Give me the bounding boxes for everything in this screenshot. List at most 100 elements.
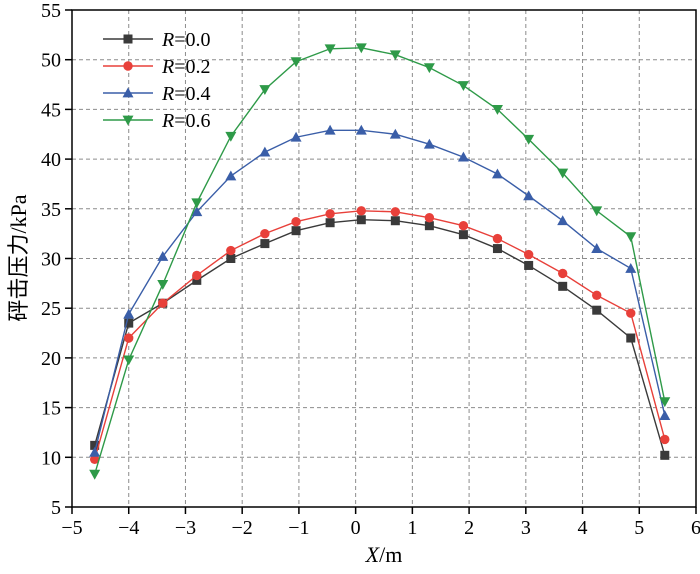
- legend-label: R=0.0: [161, 29, 211, 51]
- data-point: [191, 206, 203, 217]
- data-point: [591, 206, 603, 217]
- legend-marker: [123, 61, 133, 71]
- legend-marker: [122, 87, 134, 98]
- x-tick-label: −2: [232, 517, 253, 539]
- data-point: [89, 469, 101, 480]
- data-point: [291, 217, 301, 227]
- data-point: [659, 410, 671, 420]
- y-tick-label: 35: [41, 199, 61, 221]
- data-point: [492, 244, 502, 254]
- data-point: [355, 43, 367, 54]
- x-tick-label: −5: [61, 517, 82, 539]
- y-tick-label: 45: [41, 99, 61, 121]
- series-2: [89, 124, 671, 457]
- data-point: [157, 251, 169, 261]
- data-point: [458, 220, 469, 231]
- data-point: [423, 138, 435, 149]
- x-tick-label: 0: [351, 517, 361, 539]
- data-point: [625, 232, 637, 243]
- data-point: [626, 308, 636, 318]
- series-1: [89, 206, 670, 464]
- series-line: [94, 210, 666, 460]
- y-tick-label: 5: [51, 497, 61, 519]
- legend-label: R=0.4: [161, 83, 211, 105]
- legend-label: R=0.6: [161, 110, 211, 132]
- data-point: [225, 170, 237, 181]
- y-tick-label: 55: [41, 0, 61, 22]
- data-point: [325, 209, 335, 219]
- data-point: [423, 63, 435, 74]
- data-point: [259, 146, 271, 157]
- data-point: [592, 290, 602, 300]
- x-axis: −5 −4 −3 −2 −1 0 1 2 3 4 5 6: [61, 507, 700, 539]
- legend-marker: [123, 34, 133, 44]
- data-point: [192, 275, 202, 285]
- y-tick-label: 30: [41, 249, 61, 271]
- legend-entry-3: R=0.6: [103, 110, 211, 132]
- x-tick-label: 1: [407, 517, 417, 539]
- x-tick-label: −4: [118, 517, 139, 539]
- data-point: [424, 221, 434, 231]
- x-tick-label: 4: [578, 517, 588, 539]
- data-point: [90, 440, 100, 450]
- x-tick-label: −3: [175, 517, 196, 539]
- data-point: [491, 105, 503, 115]
- y-axis-title: 砰击压力/kPa: [6, 194, 31, 321]
- data-point: [259, 85, 271, 96]
- data-point: [389, 128, 401, 139]
- data-point: [191, 198, 203, 209]
- y-tick-label: 25: [41, 298, 61, 320]
- data-point: [157, 279, 169, 290]
- series-3: [89, 43, 671, 480]
- data-point: [290, 131, 302, 142]
- data-point: [626, 333, 636, 343]
- y-tick-label: 10: [41, 447, 61, 469]
- data-point: [123, 355, 135, 366]
- data-point: [89, 454, 100, 464]
- series-line: [94, 47, 666, 475]
- y-tick-label: 50: [41, 50, 61, 72]
- data-point: [226, 245, 236, 256]
- data-point: [324, 44, 336, 55]
- x-axis-var: X: [365, 542, 381, 567]
- data-point: [124, 333, 134, 343]
- x-tick-label: 6: [691, 517, 700, 539]
- legend-entry-0: R=0.0: [103, 29, 211, 51]
- data-point: [124, 318, 134, 328]
- x-tick-label: 5: [634, 517, 644, 539]
- data-point: [491, 168, 503, 179]
- data-point: [390, 207, 401, 217]
- data-point: [389, 50, 401, 61]
- data-point: [390, 216, 400, 226]
- data-point: [89, 446, 101, 457]
- y-tick-label: 40: [41, 149, 61, 171]
- data-point: [226, 254, 236, 263]
- data-point: [591, 243, 603, 253]
- data-point: [523, 190, 535, 201]
- data-point: [260, 228, 270, 239]
- data-point: [457, 81, 469, 92]
- grid: [72, 10, 696, 507]
- data-point: [557, 268, 568, 279]
- x-axis-unit: /m: [379, 542, 402, 567]
- x-axis-title: X/m: [365, 542, 403, 567]
- data-point: [523, 134, 535, 145]
- data-point: [290, 57, 302, 68]
- legend-entry-1: R=0.2: [103, 56, 211, 78]
- x-tick-label: 2: [464, 517, 474, 539]
- data-point: [523, 249, 534, 260]
- series-layer: [89, 43, 671, 480]
- data-point: [558, 281, 568, 291]
- legend-marker: [122, 115, 134, 126]
- data-point: [660, 450, 670, 460]
- data-point: [356, 206, 367, 216]
- data-point: [492, 233, 503, 244]
- data-point: [324, 124, 336, 135]
- data-point: [225, 131, 237, 142]
- data-point: [660, 434, 670, 445]
- data-point: [659, 397, 671, 408]
- x-tick-label: −1: [288, 517, 309, 539]
- data-point: [557, 215, 569, 226]
- series-line: [94, 219, 666, 456]
